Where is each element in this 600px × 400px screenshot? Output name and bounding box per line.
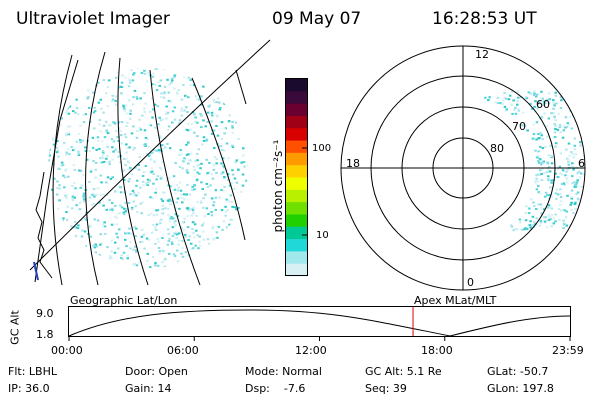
mlt-label-18: 18: [346, 157, 360, 170]
mlt-label-6: 6: [578, 157, 585, 170]
mlat-label-80: 80: [490, 142, 504, 155]
x-tick-0600: 06:00: [167, 344, 199, 357]
x-tick-2359: 23:59: [552, 344, 584, 357]
footer-glon: GLon: 197.8: [487, 382, 554, 395]
mlat-label-60: 60: [536, 98, 550, 111]
limb-edge: [235, 69, 247, 105]
colorbar-segment: [286, 128, 307, 142]
timeline-y-tick-high: 9.0: [36, 307, 54, 320]
footer-dsp: Dsp: -7.6: [245, 382, 306, 395]
altitude-curve: [68, 309, 571, 337]
coastline-blue: [33, 261, 39, 281]
colorbar-unit-label: photon cm⁻²s⁻¹: [271, 139, 285, 233]
colorbar-segment: [286, 115, 307, 129]
colorbar-tick-100: 100: [312, 143, 332, 154]
colorbar-segment: [286, 79, 307, 92]
colorbar: [285, 78, 308, 277]
colorbar-segment: [286, 177, 307, 191]
coastline: [35, 171, 53, 279]
latitude-line: [29, 39, 271, 271]
meridian-line: [52, 54, 73, 286]
meridian-line: [117, 57, 149, 286]
colorbar-segment: [286, 189, 307, 203]
colorbar-tick-10: 10: [316, 230, 329, 241]
timeline-left-title: Geographic Lat/Lon: [70, 294, 178, 307]
meridian-line: [191, 77, 246, 241]
footer-ip: IP: 36.0: [8, 382, 50, 395]
colorbar-segment: [286, 214, 307, 228]
colorbar-segment: [286, 140, 307, 154]
time-label: 16:28:53 UT: [432, 9, 537, 29]
colorbar-segment: [286, 226, 307, 240]
mlat-label-70: 70: [512, 120, 526, 133]
footer-mode: Mode: Normal: [245, 365, 322, 378]
colorbar-segment: [286, 152, 307, 166]
x-tick-1800: 18:00: [421, 344, 453, 357]
date-label: 09 May 07: [272, 9, 362, 29]
x-tick-1200: 12:00: [295, 344, 327, 357]
colorbar-segment: [286, 165, 307, 178]
footer-glat: GLat: -50.7: [487, 365, 549, 378]
meridian-line: [85, 51, 106, 286]
timeline-right-title: Apex MLat/MLT: [414, 294, 497, 307]
colorbar-segment: [286, 251, 307, 265]
timeline-y-tick-low: 1.8: [36, 328, 54, 341]
colorbar-segment: [286, 239, 307, 252]
instrument-title: Ultraviolet Imager: [16, 9, 170, 29]
footer-seq: Seq: 39: [365, 382, 407, 395]
colorbar-segment: [286, 202, 307, 215]
colorbar-segment: [286, 103, 307, 117]
meridian-line: [149, 69, 201, 286]
footer-gc-alt: GC Alt: 5.1 Re: [365, 365, 442, 378]
timeline-y-title: GC Alt: [8, 310, 22, 345]
mlt-label-0: 0: [467, 276, 474, 289]
footer-flt: Flt: LBHL: [8, 365, 57, 378]
colorbar-segment: [286, 91, 307, 105]
mlt-label-12: 12: [475, 48, 489, 61]
x-tick-0000: 00:00: [51, 344, 83, 357]
colorbar-segment: [286, 263, 307, 277]
footer-door: Door: Open: [125, 365, 188, 378]
footer-gain: Gain: 14: [125, 382, 172, 395]
